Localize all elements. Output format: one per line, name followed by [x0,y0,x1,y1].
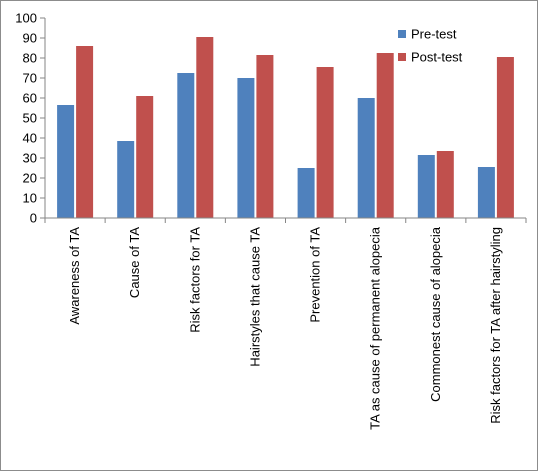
bar-pre-test-5 [357,98,375,218]
x-category-label: Risk factors for TA [187,227,202,333]
bar-pre-test-6 [417,155,435,218]
legend-swatch-post-test [398,53,406,61]
legend-label-pre-test: Pre-test [411,27,457,42]
y-tick-label: 40 [23,131,37,146]
y-tick-label: 20 [23,171,37,186]
bar-post-test-3 [256,55,274,218]
bar-post-test-2 [196,37,214,218]
bar-pre-test-3 [237,78,255,218]
x-category-label: Hairstyles that cause TA [247,227,262,367]
y-tick-label: 30 [23,151,37,166]
x-category-label: Cause of TA [127,227,142,298]
bar-post-test-6 [436,151,454,218]
bar-pre-test-7 [477,167,495,218]
bar-post-test-4 [316,67,334,218]
labels-layer: 0 10 20 30 40 50 60 70 80 90 100 Awareness of TA Cau… [15,11,503,430]
bars-layer [57,37,514,218]
bar-post-test-5 [376,53,394,218]
y-tick-label: 70 [23,71,37,86]
x-category-label: Risk factors for TA after hairstyling [488,227,503,424]
y-tick-label: 50 [23,111,37,126]
legend: Pre-test Post-test [398,27,463,65]
x-category-label: Commonest cause of alopecia [428,226,443,402]
y-tick-label: 100 [15,11,37,26]
bar-pre-test-2 [177,73,195,218]
y-tick-label: 10 [23,191,37,206]
bar-post-test-0 [76,46,94,218]
bar-post-test-7 [496,57,514,218]
bar-pre-test-1 [117,141,135,218]
axes-layer [40,17,527,223]
legend-label-post-test: Post-test [411,50,463,65]
bar-post-test-1 [136,96,154,218]
legend-swatch-pre-test [398,30,406,38]
y-tick-label: 80 [23,51,37,66]
bar-pre-test-4 [297,168,315,218]
x-category-label: TA as cause of permanent alopecia [368,226,383,430]
x-category-label: Awareness of TA [67,227,82,325]
bar-pre-test-0 [57,105,75,218]
x-category-label: Prevention of TA [308,227,323,323]
y-tick-label: 90 [23,31,37,46]
y-tick-label: 0 [30,211,37,226]
y-tick-label: 60 [23,91,37,106]
